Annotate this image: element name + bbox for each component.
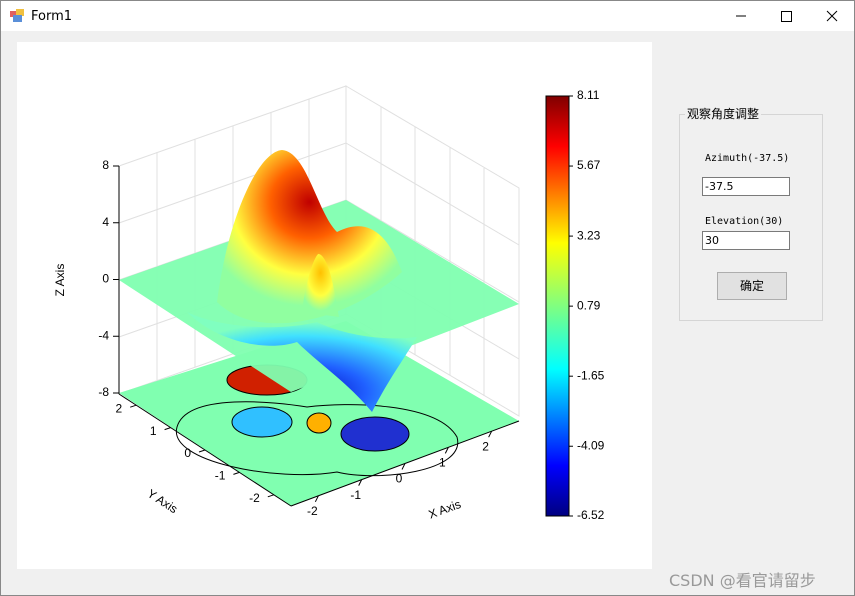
x-tick-label: 2: [482, 439, 489, 453]
minimize-button[interactable]: [726, 5, 756, 27]
x-axis-label: X Axis: [427, 497, 463, 522]
y-tick-label: -1: [215, 469, 226, 483]
surface-plot: Z Axis Y Axis X Axis 8 4 0 -4 -8 2 1 0 -1 -2 -2 -1 0…: [53, 85, 605, 522]
elevation-label: Elevation(30): [705, 216, 784, 227]
close-button[interactable]: [817, 5, 847, 27]
z-tick-label: 4: [102, 215, 109, 229]
colorbar-tick-label: 3.23: [577, 228, 601, 242]
colorbar-tick-label: -4.09: [577, 438, 605, 452]
azimuth-label: Azimuth(-37.5): [705, 153, 790, 164]
y-tick-label: 0: [184, 446, 191, 460]
z-tick-label: 0: [102, 272, 109, 286]
x-tick-label: 0: [396, 472, 403, 486]
y-tick: [198, 449, 206, 453]
z-axis-label: Z Axis: [53, 264, 67, 297]
maximize-button[interactable]: [771, 5, 801, 27]
z-tick-label: -8: [98, 385, 109, 399]
window-title: Form1: [31, 9, 73, 24]
group-title: 观察角度调整: [685, 105, 762, 122]
x-tick-label: -2: [307, 504, 318, 518]
app-icon: [10, 9, 24, 22]
colorbar-tick-label: -6.52: [577, 508, 605, 522]
y-tick: [130, 404, 137, 408]
y-tick: [164, 427, 171, 431]
colorbar-tick-label: 5.67: [577, 158, 601, 172]
x-tick-label: 1: [439, 456, 446, 470]
elevation-input[interactable]: 30: [702, 231, 790, 250]
y-tick-label: 1: [150, 424, 157, 438]
colorbar: [545, 95, 570, 517]
y-tick: [233, 471, 240, 475]
x-tick: [314, 495, 319, 503]
z-tick-label: -4: [98, 328, 109, 342]
chart-area: Z Axis Y Axis X Axis 8 4 0 -4 -8 2 1 0 -1 -2 -2 -1 0…: [17, 42, 652, 569]
y-tick-label: -2: [249, 491, 260, 505]
watermark: CSDN @看官请留步: [669, 571, 816, 590]
x-tick-label: -1: [350, 488, 361, 502]
y-axis-label: Y Axis: [145, 486, 180, 516]
surface: [119, 150, 519, 412]
y-tick: [267, 494, 274, 498]
z-tick-label: 8: [102, 158, 109, 172]
y-tick-label: 2: [116, 401, 123, 415]
colorbar-tick-label: 0.79: [577, 298, 601, 312]
confirm-button[interactable]: 确定: [717, 272, 787, 300]
x-tick: [358, 479, 363, 486]
x-tick: [444, 447, 449, 454]
colorbar-tick-label: 8.11: [577, 88, 600, 102]
azimuth-input[interactable]: -37.5: [702, 177, 790, 196]
x-tick: [488, 430, 493, 438]
x-tick: [401, 463, 406, 470]
colorbar-tick-label: -1.65: [577, 368, 605, 382]
title-bar: Form1: [1, 1, 854, 31]
